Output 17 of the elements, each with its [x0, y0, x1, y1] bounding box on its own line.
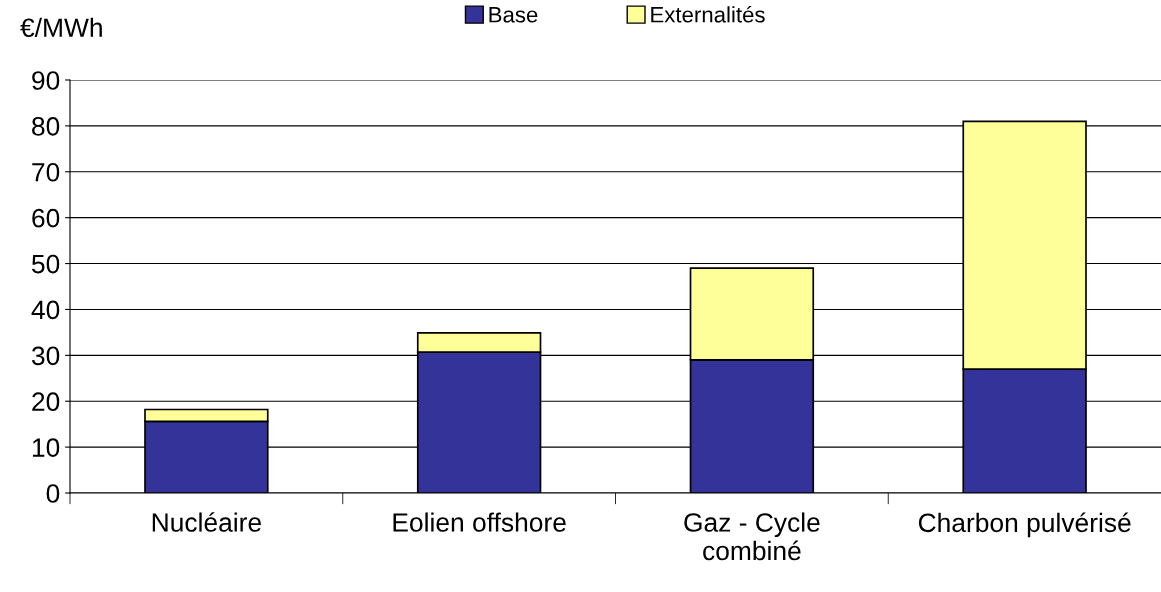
- y-tick-label: 40: [31, 300, 60, 320]
- legend-label: Base: [489, 7, 538, 23]
- x-tick-label: Gaz - Cycle combiné: [684, 512, 820, 561]
- y-tick-label: 90: [32, 71, 60, 90]
- x-tick-label: Charbon pulvérisé: [918, 512, 1131, 538]
- x-tick-label: Eolien offshore: [393, 512, 566, 532]
- x-tick-label: Nucléaire: [152, 512, 261, 532]
- y-tick-label: 80: [32, 117, 60, 136]
- y-tick-label: 50: [31, 254, 60, 274]
- y-axis-title: €/MWh: [20, 17, 102, 38]
- y-tick-label: 60: [32, 208, 60, 228]
- y-tick-label: 10: [32, 438, 60, 457]
- y-tick-label: 30: [31, 346, 60, 366]
- y-tick-label: 70: [32, 162, 60, 182]
- legend-label: Externalités: [651, 5, 765, 23]
- y-tick-label: 0: [46, 484, 60, 503]
- y-tick-label: 20: [32, 392, 60, 412]
